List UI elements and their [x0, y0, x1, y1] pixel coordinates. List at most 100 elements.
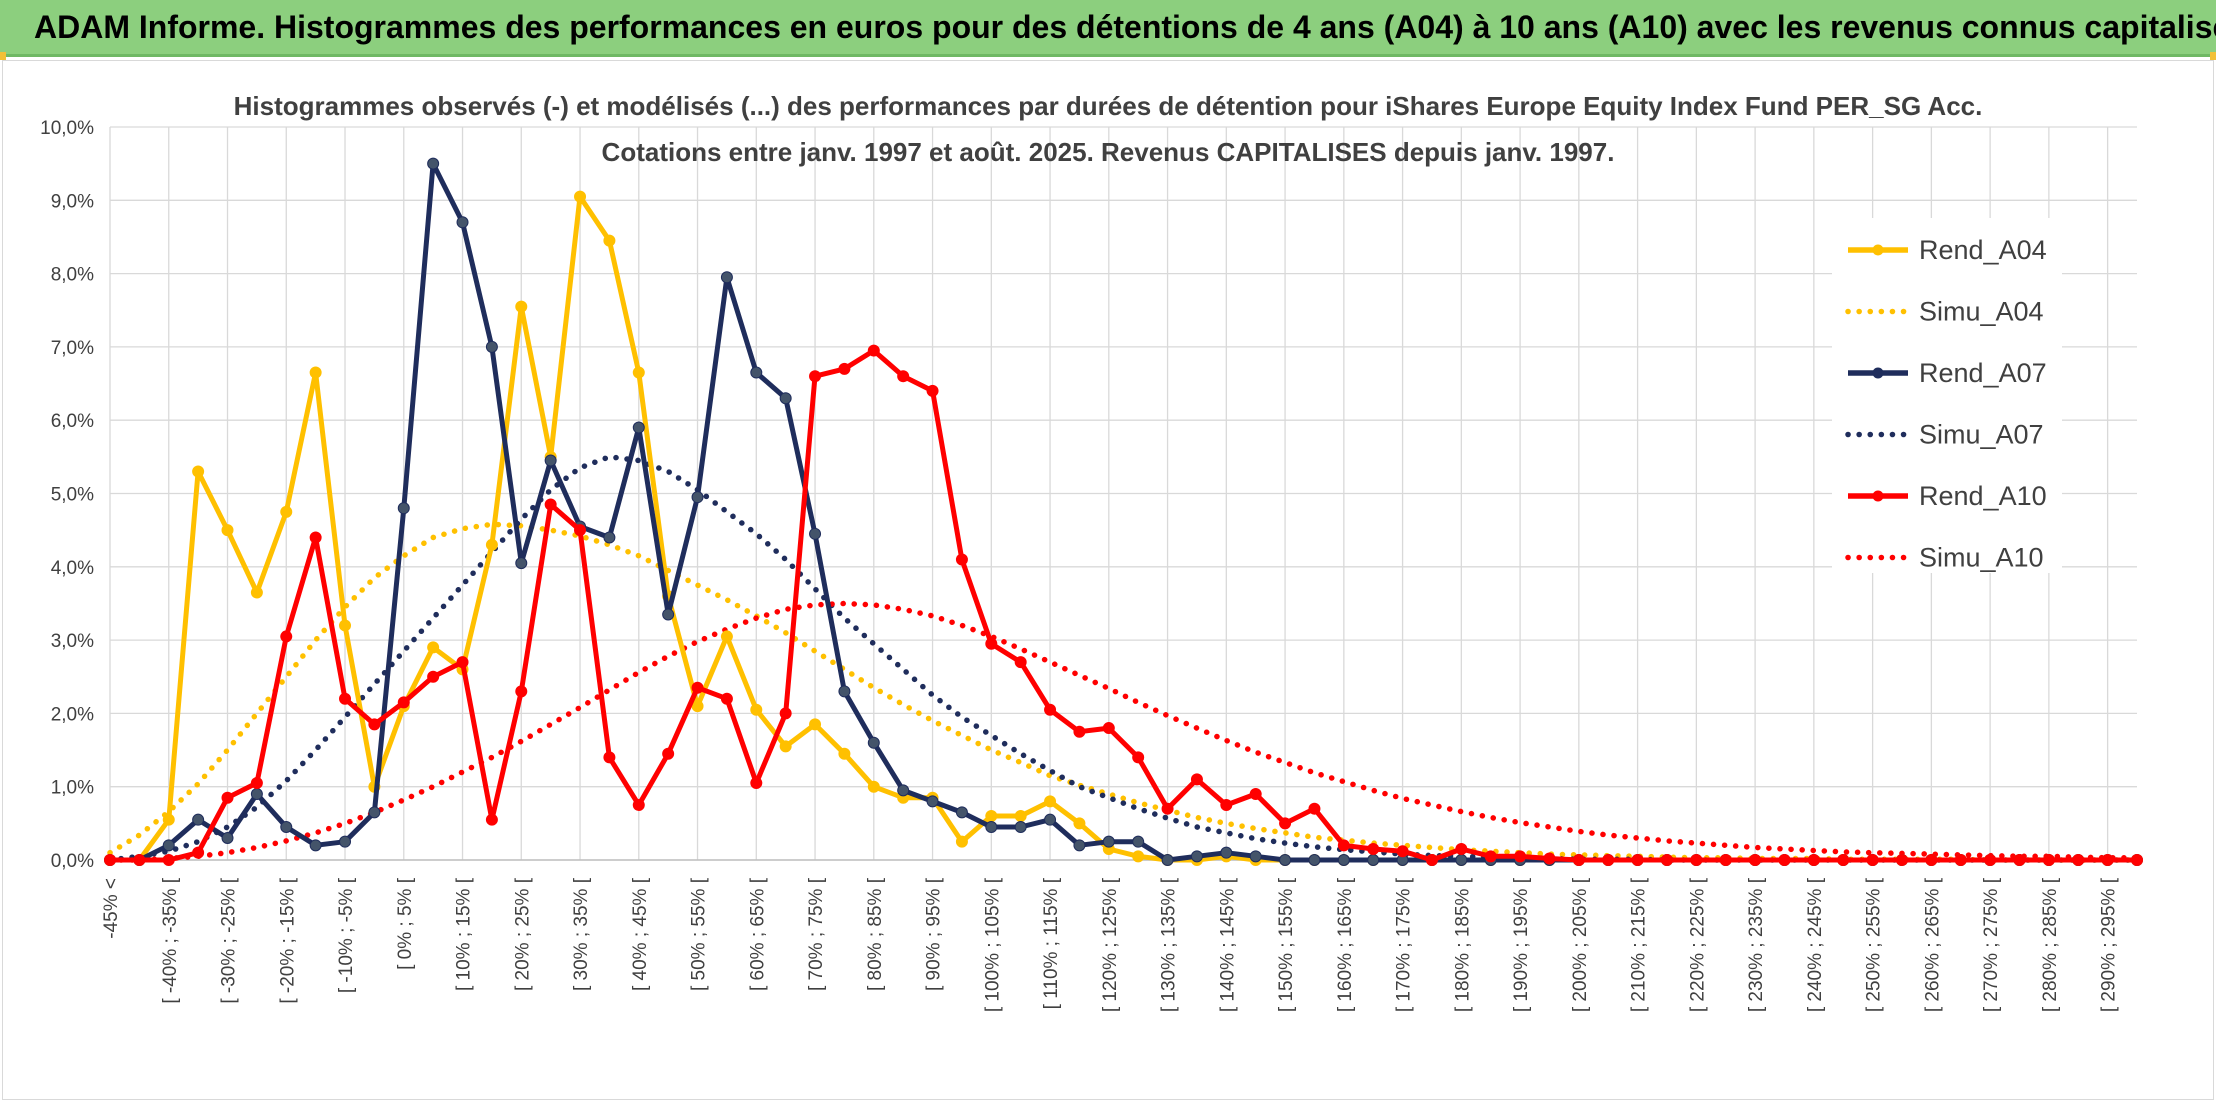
data-point — [104, 854, 116, 866]
data-point — [985, 810, 998, 823]
data-point — [427, 157, 440, 170]
data-point — [838, 685, 851, 698]
x-tick-label: [ 230% ; 235% [ — [1746, 877, 1767, 1012]
y-tick-label: 2,0% — [51, 704, 94, 725]
data-point — [250, 788, 263, 801]
legend-marker — [1872, 244, 1884, 256]
series-lines — [104, 157, 2143, 866]
data-point — [897, 784, 910, 797]
x-tick-label: [ 50% ; 55% [ — [689, 877, 710, 991]
data-point — [1396, 845, 1409, 858]
data-point — [1014, 656, 1027, 669]
x-tick-label: [ 100% ; 105% [ — [982, 877, 1003, 1012]
data-point — [221, 832, 234, 845]
data-point — [955, 806, 968, 819]
data-point — [720, 692, 733, 705]
data-point — [1660, 854, 1673, 866]
legend-item-Rend_A07: Rend_A07 — [1848, 358, 2047, 388]
data-point — [632, 799, 645, 812]
legend-label: Simu_A04 — [1919, 297, 2044, 327]
data-point — [1044, 795, 1057, 808]
legend: Rend_A04 Simu_A04 Rend_A07 Simu_A07 Rend_A10… — [1832, 218, 2062, 573]
data-point — [2131, 854, 2143, 866]
legend-label: Rend_A10 — [1919, 481, 2047, 511]
x-tick-label: [ 30% ; 35% [ — [571, 877, 592, 991]
data-point — [926, 795, 939, 808]
series-line-Rend_A10 — [110, 348, 2137, 863]
chart-title-line-1: Histogrammes observés (-) et modélisés (… — [234, 91, 1983, 121]
data-point — [1249, 850, 1262, 863]
data-point — [162, 813, 175, 826]
data-point — [691, 681, 704, 694]
series-line-Simu_A07 — [107, 454, 2140, 863]
data-point — [1543, 852, 1556, 865]
x-tick-label: [ 130% ; 135% [ — [1159, 877, 1180, 1012]
legend-marker — [1872, 490, 1884, 502]
data-point — [1895, 854, 1908, 866]
x-tick-label: [ 90% ; 95% [ — [924, 877, 945, 991]
data-point — [1249, 788, 1262, 801]
data-point — [1954, 854, 1967, 866]
data-point — [1337, 854, 1350, 866]
data-point — [1044, 703, 1057, 716]
data-point — [339, 692, 352, 705]
series-line-Simu_A04 — [107, 521, 2140, 863]
data-point — [926, 384, 939, 397]
x-tick-label: [ -40% ; -35% [ — [160, 877, 181, 1003]
x-tick-label: [ 250% ; 255% [ — [1864, 877, 1885, 1012]
frame-corner-right — [2210, 52, 2216, 60]
data-point — [250, 586, 263, 599]
data-point — [368, 806, 381, 819]
report-banner: ADAM Informe. Histogrammes des performan… — [0, 0, 2216, 57]
series-Simu_A04 — [107, 521, 2140, 863]
x-tick-label: [ 70% ; 75% [ — [806, 877, 827, 991]
data-point — [1749, 854, 1762, 866]
data-point — [809, 370, 822, 383]
x-tick-label: [ 20% ; 25% [ — [512, 877, 533, 991]
data-point — [1190, 773, 1203, 786]
chart-title: Histogrammes observés (-) et modélisés (… — [234, 91, 1983, 167]
series-Simu_A10 — [107, 600, 2140, 863]
data-point — [1308, 802, 1321, 815]
data-point — [221, 524, 234, 537]
data-point — [339, 835, 352, 848]
y-tick-label: 9,0% — [51, 191, 94, 212]
y-tick-label: 6,0% — [51, 411, 94, 432]
x-tick-label: [ 200% ; 205% [ — [1570, 877, 1591, 1012]
x-tick-label: [ -20% ; -15% [ — [277, 877, 298, 1003]
x-tick-label: [ 180% ; 185% [ — [1452, 877, 1473, 1012]
x-tick-label: [ -30% ; -25% [ — [219, 877, 240, 1003]
data-point — [485, 813, 498, 826]
legend-label: Simu_A10 — [1919, 543, 2044, 573]
x-tick-label: [ 120% ; 125% [ — [1100, 877, 1121, 1012]
data-point — [1308, 854, 1321, 866]
data-point — [1602, 854, 1615, 866]
data-point — [838, 747, 851, 760]
chart-frame — [2, 60, 2214, 1100]
data-point — [280, 630, 293, 643]
data-point — [779, 740, 792, 753]
legend-item-Simu_A10: Simu_A10 — [1845, 543, 2044, 573]
data-point — [779, 707, 792, 720]
data-point — [2072, 854, 2085, 866]
frame-corner-left — [0, 52, 6, 60]
data-point — [603, 234, 616, 247]
data-point — [427, 641, 440, 654]
data-point — [1132, 850, 1145, 863]
x-axis-ticks: -45% < [ -40% ; -35% [[ -30% ; -25% [[ -2… — [101, 877, 2120, 1012]
data-point — [339, 619, 352, 632]
x-tick-label: [ 80% ; 85% [ — [865, 877, 886, 991]
x-tick-label: [ 290% ; 295% [ — [2099, 877, 2120, 1012]
data-point — [1073, 817, 1086, 830]
data-point — [280, 821, 293, 834]
x-tick-label: [ 190% ; 195% [ — [1511, 877, 1532, 1012]
data-point — [1073, 839, 1086, 852]
data-point — [368, 718, 381, 731]
data-point — [1132, 751, 1145, 764]
data-point — [1337, 839, 1350, 852]
data-point — [192, 813, 205, 826]
x-tick-label: [ 140% ; 145% [ — [1217, 877, 1238, 1012]
y-tick-label: 3,0% — [51, 631, 94, 652]
data-point — [1367, 843, 1380, 856]
